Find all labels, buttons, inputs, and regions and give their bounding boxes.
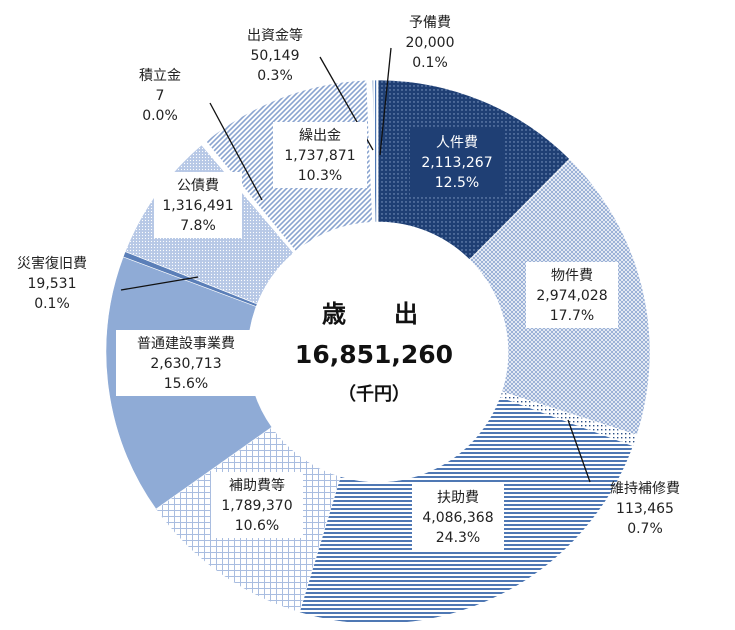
label-value: 1,316,491 <box>162 198 233 214</box>
label-name: 災害復旧費 <box>17 255 87 272</box>
label-percent: 17.7% <box>550 308 594 324</box>
label-value: 113,465 <box>616 501 674 517</box>
label-percent: 0.1% <box>34 296 70 312</box>
label-value: 2,113,267 <box>421 155 492 171</box>
center-label: 歳 出 16,851,260 （千円） <box>295 300 453 405</box>
slice-label-扶助費: 扶助費 4,086,368 24.3% <box>412 484 504 550</box>
leader-line-予備費 <box>379 47 392 156</box>
label-box <box>211 472 303 538</box>
label-name: 人件費 <box>436 135 478 151</box>
center-total: 16,851,260 <box>295 340 453 369</box>
label-name: 繰出金 <box>299 128 341 144</box>
center-unit: （千円） <box>338 384 410 405</box>
slice-label-予備費: 予備費 20,000 0.1% <box>406 15 455 71</box>
leader-lines <box>120 47 591 483</box>
label-value: 50,149 <box>251 48 300 64</box>
slice-label-物件費: 物件費 2,974,028 17.7% <box>526 262 618 328</box>
label-percent: 10.6% <box>235 518 279 534</box>
slice-labels: 人件費 2,113,267 12.5% 物件費 2,974,028 17.7% 維持補修費 1… <box>17 15 680 550</box>
label-value: 19,531 <box>28 276 77 292</box>
center-title: 歳 出 <box>322 300 418 328</box>
leader-line-災害復旧費 <box>120 276 199 291</box>
label-value: 4,086,368 <box>422 510 493 526</box>
label-name: 物件費 <box>551 268 593 284</box>
label-percent: 12.5% <box>435 175 479 191</box>
slice-label-公債費: 公債費 1,316,491 7.8% <box>154 172 242 238</box>
label-value: 1,737,871 <box>284 148 355 164</box>
label-name: 積立金 <box>139 68 181 84</box>
label-value: 2,974,028 <box>536 288 607 304</box>
leader-line-積立金 <box>209 102 263 201</box>
slice-label-補助費等: 補助費等 1,789,370 10.6% <box>211 472 303 538</box>
label-percent: 7.8% <box>180 218 216 234</box>
label-percent: 0.0% <box>142 108 178 124</box>
label-box <box>410 129 504 195</box>
label-value: 1,789,370 <box>221 498 292 514</box>
leader-line-維持補修費 <box>567 419 591 483</box>
label-name: 公債費 <box>177 178 219 194</box>
label-box <box>154 172 242 238</box>
label-name: 維持補修費 <box>610 481 680 497</box>
label-value: 2,630,713 <box>150 356 221 372</box>
label-value: 20,000 <box>406 35 455 51</box>
label-box <box>412 484 504 550</box>
label-percent: 10.3% <box>298 168 342 184</box>
slice-予備費 <box>371 79 379 223</box>
slice-label-出資金等: 出資金等 50,149 0.3% <box>247 27 303 84</box>
label-name: 普通建設事業費 <box>137 336 235 352</box>
label-box <box>526 262 618 328</box>
label-percent: 15.6% <box>164 376 208 392</box>
slice-label-維持補修費: 維持補修費 113,465 0.7% <box>610 481 680 537</box>
label-value: 7 <box>156 88 165 104</box>
slice-label-積立金: 積立金 7 0.0% <box>139 68 181 124</box>
slice-label-災害復旧費: 災害復旧費 19,531 0.1% <box>17 255 87 312</box>
slice-label-普通建設事業費: 普通建設事業費 2,630,713 15.6% <box>116 330 256 396</box>
slice-label-繰出金: 繰出金 1,737,871 10.3% <box>273 122 367 188</box>
label-name: 補助費等 <box>229 477 285 494</box>
label-box <box>116 330 256 396</box>
label-percent: 0.7% <box>627 521 663 537</box>
label-box <box>273 122 367 188</box>
slice-label-人件費: 人件費 2,113,267 12.5% <box>410 129 504 195</box>
label-name: 予備費 <box>409 15 451 31</box>
label-name: 出資金等 <box>247 27 303 44</box>
label-percent: 24.3% <box>436 530 480 546</box>
label-percent: 0.1% <box>412 55 448 71</box>
label-name: 扶助費 <box>437 490 479 506</box>
label-percent: 0.3% <box>257 68 293 84</box>
